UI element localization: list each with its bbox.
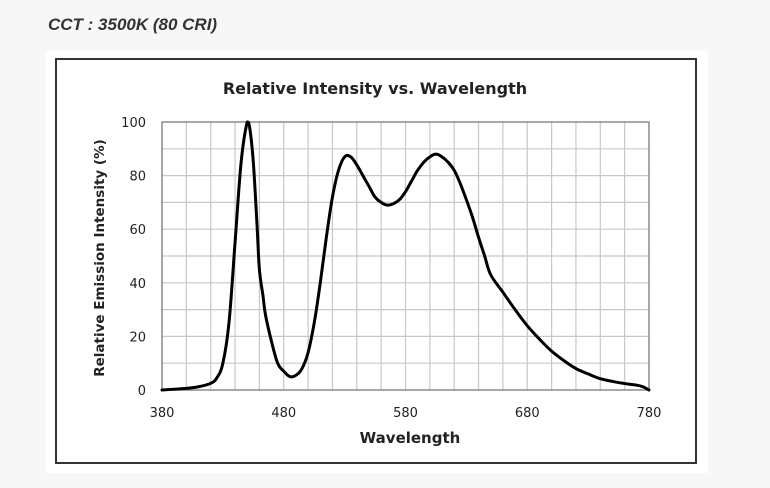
- x-axis-ticks: 380 480 580 680 780: [150, 406, 662, 421]
- y-tick-label: 20: [129, 330, 146, 345]
- y-tick-label: 0: [138, 384, 146, 399]
- x-tick-label: 380: [150, 406, 175, 421]
- x-tick-label: 780: [637, 406, 662, 421]
- x-axis-label: Wavelength: [360, 429, 461, 447]
- y-tick-label: 100: [121, 116, 146, 131]
- y-axis-label: Relative Emission Intensity (%): [92, 139, 108, 377]
- y-tick-label: 40: [129, 277, 146, 292]
- x-tick-label: 680: [515, 406, 540, 421]
- y-axis-ticks: 0 20 40 60 80 100: [121, 116, 146, 399]
- plot-area-border: [161, 121, 650, 391]
- series-line: [160, 120, 651, 392]
- page-title: CCT : 3500K (80 CRI): [48, 15, 218, 34]
- x-tick-label: 580: [393, 406, 418, 421]
- x-tick-label: 480: [271, 406, 296, 421]
- chart-title: Relative Intensity vs. Wavelength: [223, 79, 527, 98]
- y-tick-label: 60: [129, 223, 146, 238]
- y-tick-label: 80: [129, 170, 146, 185]
- plot-border: [161, 121, 650, 391]
